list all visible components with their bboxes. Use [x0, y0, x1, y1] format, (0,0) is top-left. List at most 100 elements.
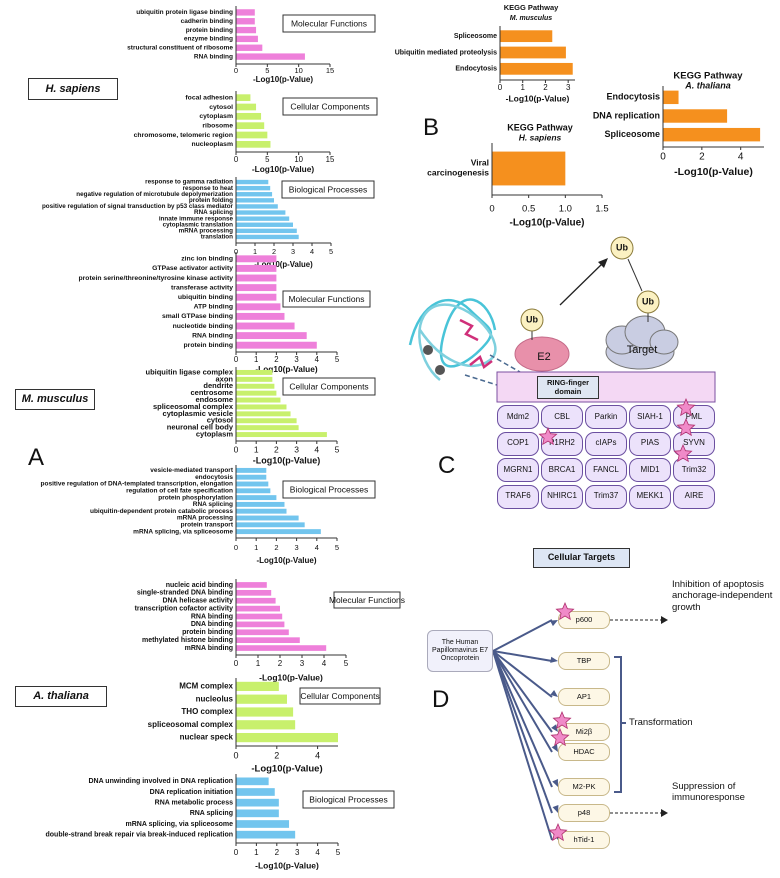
bar — [236, 198, 274, 203]
category-label: double-strand break repair via break-ind… — [46, 832, 234, 839]
bar — [236, 274, 277, 282]
bar — [236, 53, 305, 60]
bar — [236, 637, 300, 644]
x-tick-label: 0 — [234, 355, 239, 364]
x-axis-label: -Log10(p-Value) — [251, 764, 322, 775]
bar — [236, 432, 327, 438]
category-label: focal adhesion — [185, 94, 233, 101]
chart-title: KEGG Pathway — [673, 71, 743, 82]
target-arrow — [492, 650, 553, 698]
ligase-cell: Mdm2 — [497, 405, 539, 429]
title-box — [282, 97, 378, 116]
category-label: Ubiquitin mediated proteolysis — [395, 49, 497, 56]
panel-letter: A — [28, 444, 45, 471]
bar — [236, 303, 281, 311]
protein-structure — [408, 298, 521, 386]
target-label: Target — [627, 344, 658, 356]
x-tick-label: 4 — [738, 152, 744, 163]
arrow-head — [550, 656, 558, 663]
x-axis-label: -Log10(p-Value) — [256, 556, 316, 565]
x-tick-label: 15 — [326, 155, 335, 164]
bar — [236, 495, 277, 501]
bar — [236, 94, 251, 102]
bar — [236, 589, 272, 596]
x-tick-label: 1 — [254, 355, 258, 364]
category-label: ATP binding — [194, 304, 233, 311]
x-axis-label: -Log10(p-Value) — [259, 672, 323, 682]
title-box — [282, 290, 371, 308]
bar — [236, 234, 299, 240]
bar — [236, 582, 267, 588]
bar — [500, 62, 573, 75]
category-label: mRNA binding — [185, 645, 233, 652]
category-label: cadherin binding — [181, 18, 233, 25]
category-label: RNA binding — [192, 332, 233, 339]
ub-circle — [520, 308, 544, 332]
bar — [236, 788, 275, 796]
x-tick-label: 10 — [294, 155, 303, 164]
species-label: A. thaliana — [15, 686, 107, 707]
effect-note: Inhibition of apoptosis anchorage-indepe… — [672, 579, 773, 613]
bar — [236, 264, 277, 272]
category-label: ubiquitin binding — [178, 294, 233, 301]
category-label: DNA helicase activity — [162, 598, 233, 605]
x-tick-label: 4 — [315, 543, 319, 552]
bar — [236, 522, 305, 528]
bar — [236, 131, 268, 139]
ligase-cell: MGRN1 — [497, 458, 539, 482]
arrow-head — [552, 805, 559, 813]
bar — [236, 369, 273, 375]
category-label: regulation of cell fate specification — [126, 488, 233, 495]
category-label: Spliceosome — [454, 33, 497, 40]
bar — [236, 179, 269, 185]
x-tick-label: 3 — [294, 355, 298, 364]
bar — [236, 418, 297, 424]
arrow-head — [661, 616, 668, 624]
x-tick-label: 2 — [275, 848, 280, 857]
bar — [236, 44, 263, 51]
x-tick-label: 1.5 — [595, 204, 608, 215]
ub-circle — [610, 236, 634, 260]
x-tick-label: 2 — [543, 83, 548, 92]
category-label: cytoplasmic vesicle — [163, 409, 233, 418]
target-pill: M2-PK — [558, 778, 610, 796]
target-arrow — [492, 650, 553, 662]
x-tick-label: 1 — [254, 444, 259, 454]
x-tick-label: 5 — [336, 848, 341, 857]
title-box — [282, 480, 376, 499]
bar — [236, 293, 277, 301]
category-label: THO complex — [181, 707, 233, 716]
bar — [236, 777, 269, 786]
bar — [236, 613, 283, 620]
label-line: Viral — [471, 158, 489, 168]
bar — [236, 732, 338, 743]
bar — [236, 210, 286, 215]
arrow — [559, 261, 605, 306]
x-axis-label: -Log10(p-Value) — [255, 860, 319, 870]
bar — [236, 103, 257, 111]
species-label: H. sapiens — [28, 78, 118, 100]
category-label: protein serine/threonine/tyrosine kinase… — [79, 275, 234, 282]
bar — [236, 228, 297, 234]
target-pill: p48 — [558, 804, 610, 822]
category-label: dendrite — [203, 381, 233, 390]
target-arrow — [492, 619, 553, 652]
ribbon — [408, 298, 497, 368]
target-arrow — [492, 650, 553, 753]
bar — [236, 629, 289, 636]
ub-label: Ub — [526, 314, 538, 324]
category-label: DNA replication — [593, 110, 660, 120]
bar — [236, 605, 280, 612]
chart-title: Cellular Components — [300, 691, 379, 701]
category-label: zinc ion binding — [181, 256, 233, 263]
category-label: small GTPase binding — [162, 313, 233, 320]
x-tick-label: 0 — [234, 659, 239, 668]
category-label: RNA splicing — [190, 810, 233, 817]
ub-circle — [636, 290, 660, 314]
x-tick-label: 2 — [272, 247, 276, 256]
category-label: centrosome — [190, 388, 233, 397]
chart-title: Molecular Functions — [329, 595, 405, 605]
x-axis-label: -Log10(p-Value) — [674, 166, 753, 178]
category-label: cytosol — [207, 416, 233, 425]
chart-subtitle: M. musculus — [510, 15, 553, 22]
